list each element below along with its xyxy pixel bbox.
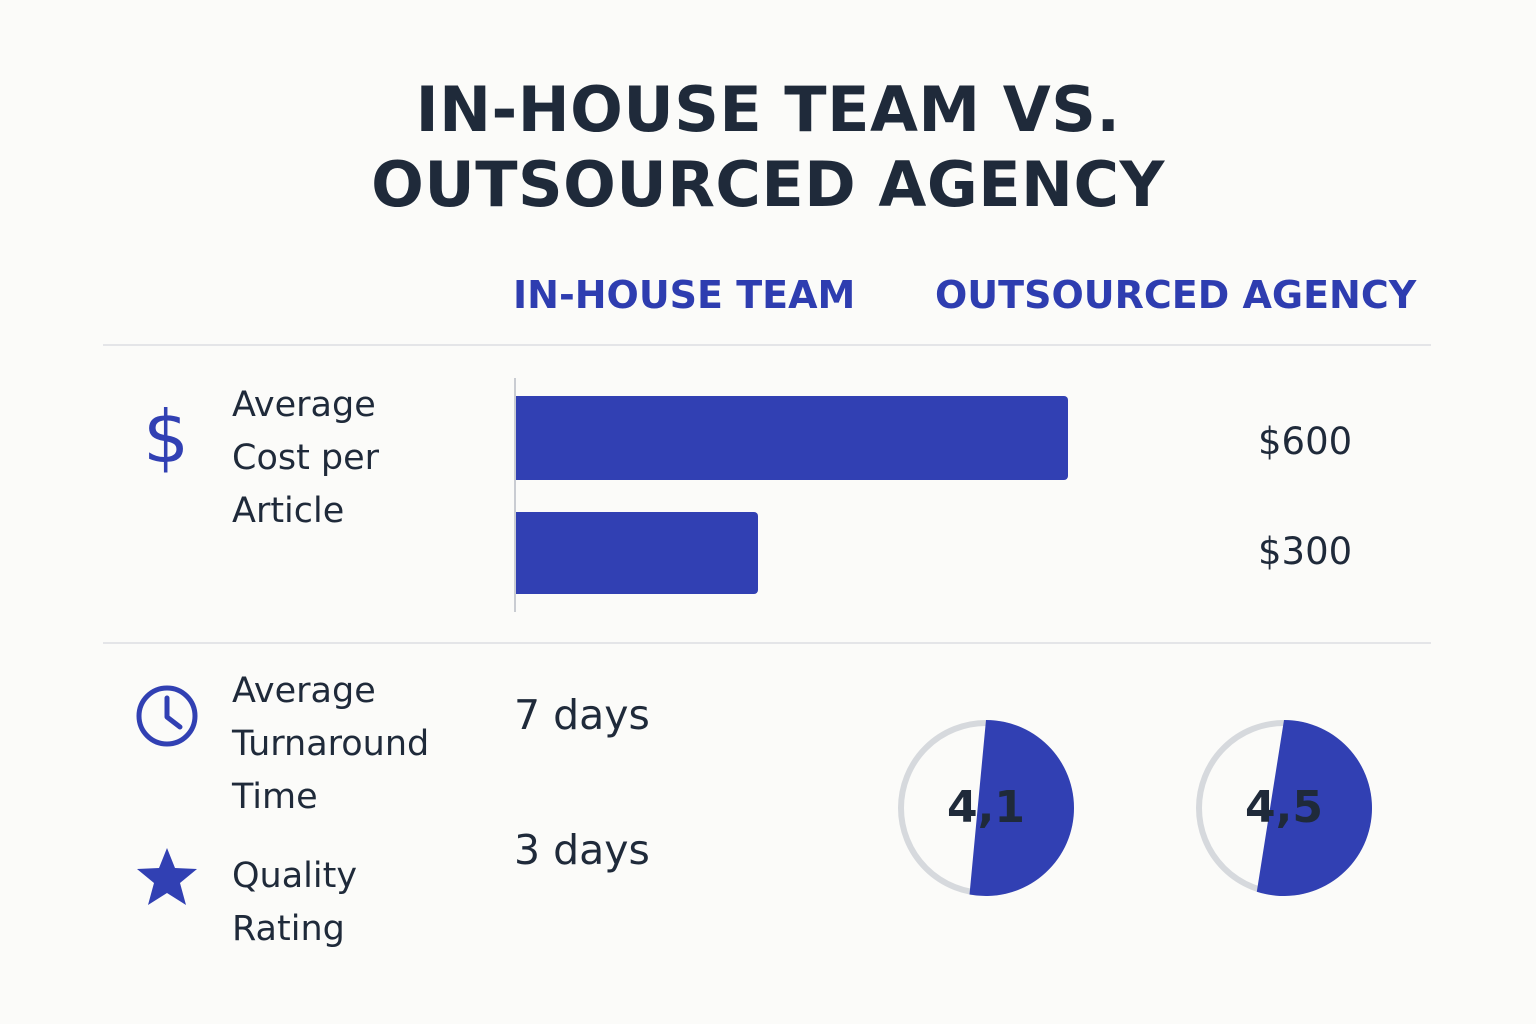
header-divider <box>103 344 1431 346</box>
title-line-1: IN-HOUSE TEAM VS. <box>415 73 1121 146</box>
cost-bar-agency <box>516 512 758 594</box>
cost-bar-value-label: $300 <box>1258 530 1353 573</box>
page-title: IN-HOUSE TEAM VS. OUTSOURCED AGENCY <box>0 72 1536 222</box>
column-header-agency: OUTSOURCED AGENCY <box>935 273 1417 317</box>
turnaround-row-label: Average Turnaround Time <box>232 671 430 817</box>
turnaround-agency-value: 3 days <box>514 826 650 874</box>
quality-row-label: Quality Rating <box>232 856 358 949</box>
bar-axis-line <box>514 378 516 612</box>
clock-icon <box>134 683 200 753</box>
title-line-2: OUTSOURCED AGENCY <box>371 148 1165 221</box>
quality-gauge-agency-label: 4,5 <box>1245 782 1323 833</box>
dollar-icon: $ <box>140 395 192 479</box>
cost-bar-inhouse <box>516 396 1068 480</box>
column-header-inhouse: IN-HOUSE TEAM <box>513 273 856 317</box>
svg-text:$: $ <box>143 398 189 474</box>
cost-row-label: Average Cost per Article <box>232 385 380 531</box>
quality-gauge-agency <box>1196 720 1372 896</box>
quality-gauge-inhouse-label: 4,1 <box>947 782 1025 833</box>
row-divider <box>103 642 1431 644</box>
turnaround-inhouse-value: 7 days <box>514 691 650 739</box>
gauge-fill <box>1256 720 1372 896</box>
gauge-fill <box>969 720 1074 896</box>
cost-bar-value-label: $600 <box>1258 420 1353 463</box>
star-icon <box>134 846 200 912</box>
quality-gauge-inhouse <box>898 720 1074 896</box>
